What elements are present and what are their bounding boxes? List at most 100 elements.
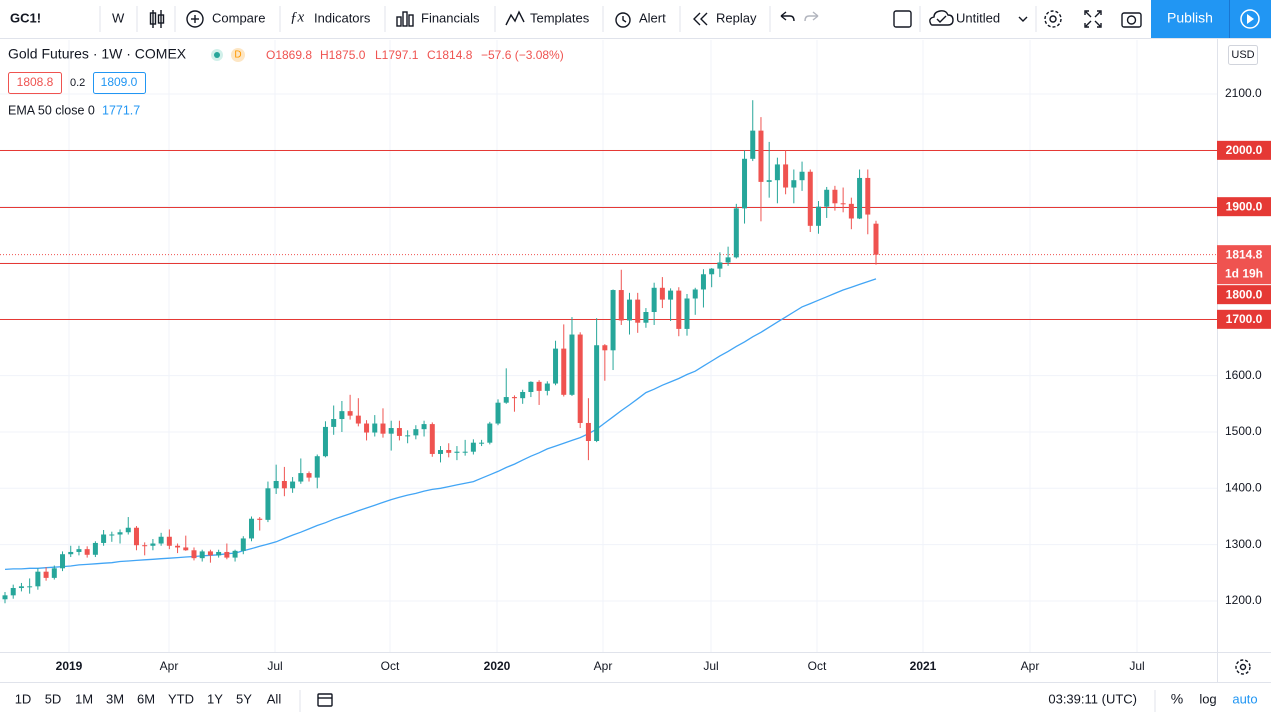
fullscreen-icon[interactable]	[1084, 10, 1102, 28]
replay-icon[interactable]	[693, 12, 708, 26]
axes: 1200.0 1300.0 1400.0 1500.0 1600.0 1700.0 1800…	[56, 86, 1271, 673]
layout-icon[interactable]	[893, 10, 912, 28]
candle-body	[101, 534, 107, 543]
candle-body	[700, 274, 706, 290]
candle-body	[142, 545, 148, 547]
interval[interactable]: W	[112, 10, 125, 25]
compare-button[interactable]: Compare	[212, 10, 265, 25]
line-price-box	[1217, 140, 1271, 160]
indicators-button[interactable]: Indicators	[314, 10, 371, 25]
grid	[0, 40, 1217, 652]
candle-body	[76, 549, 82, 552]
candle-body	[18, 586, 24, 589]
clock: 03:39:11 (UTC)	[1048, 691, 1137, 706]
publish-label[interactable]: Publish	[1167, 10, 1213, 26]
candle-body	[569, 334, 575, 395]
ohlc-legend: O1869.8 H1875.0 L1797.1 C1814.8 −57.6 (−3.08…	[266, 48, 564, 62]
financials-icon[interactable]	[396, 11, 414, 27]
stream-icon	[1240, 9, 1260, 29]
x-tick-label: Oct	[381, 659, 400, 673]
range-button[interactable]: 3M	[106, 691, 124, 706]
range-button[interactable]: 1D	[15, 691, 32, 706]
candle-body	[109, 534, 115, 536]
ohlc-value: H1875.0	[320, 48, 366, 62]
delayed-badge	[231, 48, 245, 62]
candle-body	[791, 180, 797, 188]
candle-body	[479, 442, 485, 444]
candle-body	[799, 171, 805, 181]
alert-icon[interactable]	[615, 12, 631, 28]
chart-type-icon[interactable]	[149, 10, 165, 28]
ask-box[interactable]	[93, 72, 146, 94]
compare-icon[interactable]	[186, 10, 204, 28]
templates-icon[interactable]	[505, 10, 525, 26]
range-button[interactable]: 1Y	[207, 691, 223, 706]
candle-body	[774, 164, 780, 181]
bid: 1808.8	[17, 75, 54, 89]
dropdown-icon[interactable]	[1018, 16, 1028, 22]
x-tick-label: 2019	[56, 659, 83, 673]
candle-body	[183, 547, 189, 551]
snapshot-icon[interactable]	[1121, 12, 1142, 28]
x-tick-label: Jul	[1129, 659, 1144, 673]
candle-body	[166, 536, 172, 546]
candle-body	[733, 208, 739, 258]
candle-body	[446, 450, 452, 453]
cloud-icon[interactable]	[929, 10, 954, 26]
candle-body	[742, 158, 748, 209]
range-button[interactable]: All	[267, 691, 282, 706]
candle-body	[158, 536, 164, 544]
countdown: 1d 19h	[1225, 266, 1263, 280]
goto-date-icon[interactable]	[317, 693, 333, 707]
spread: 0.2	[70, 77, 85, 89]
publish-button[interactable]	[1151, 0, 1229, 38]
candle-body	[659, 287, 665, 300]
replay-button[interactable]: Replay	[716, 10, 757, 25]
range-button[interactable]: YTD	[168, 691, 194, 706]
axis-settings-icon[interactable]	[1235, 659, 1251, 675]
range-button[interactable]: 1M	[75, 691, 93, 706]
settings-icon[interactable]	[1044, 10, 1062, 28]
undo-icon[interactable]	[780, 11, 795, 22]
range-button[interactable]: 6M	[137, 691, 155, 706]
currency-box[interactable]	[1228, 45, 1258, 65]
candle-body	[396, 428, 402, 436]
redo-icon[interactable]	[804, 11, 819, 22]
range-button[interactable]: 5Y	[236, 691, 252, 706]
indicators-icon[interactable]: ƒx	[290, 9, 305, 25]
ask: 1809.0	[101, 75, 138, 89]
candle-body	[725, 257, 731, 263]
x-tick-label: Jul	[267, 659, 282, 673]
candle-body	[298, 473, 304, 482]
log-toggle[interactable]: log	[1199, 691, 1216, 706]
candle-body	[224, 551, 230, 558]
ohlc-value: −57.6 (−3.08%)	[481, 48, 564, 62]
candle-body	[495, 402, 501, 424]
candle-body	[314, 456, 320, 478]
symbol[interactable]: GC1!	[10, 10, 41, 25]
candle-body	[60, 554, 66, 569]
auto-toggle[interactable]: auto	[1232, 691, 1257, 706]
plot	[0, 100, 1217, 604]
candle-body	[610, 290, 616, 351]
candle-body	[553, 348, 559, 384]
bid-box[interactable]	[8, 72, 62, 94]
candle-body	[199, 551, 205, 559]
candle-body	[503, 397, 509, 403]
last-price-label: 1814.8	[1226, 247, 1263, 261]
alert-button[interactable]: Alert	[639, 10, 666, 25]
y-tick-label: 2100.0	[1225, 86, 1262, 100]
range-button[interactable]: 5D	[45, 691, 62, 706]
percent-toggle[interactable]: %	[1171, 691, 1183, 707]
candle-body	[216, 551, 222, 556]
delayed-letter: D	[234, 50, 241, 61]
templates-button[interactable]: Templates	[530, 10, 590, 25]
x-tick-label: Apr	[160, 659, 179, 673]
candle-body	[717, 262, 723, 269]
financials-button[interactable]: Financials	[421, 10, 480, 25]
candle-body	[232, 550, 238, 558]
layout-name[interactable]: Untitled	[956, 10, 1000, 25]
candle-body	[388, 428, 394, 434]
y-tick-label: 1400.0	[1225, 480, 1262, 494]
